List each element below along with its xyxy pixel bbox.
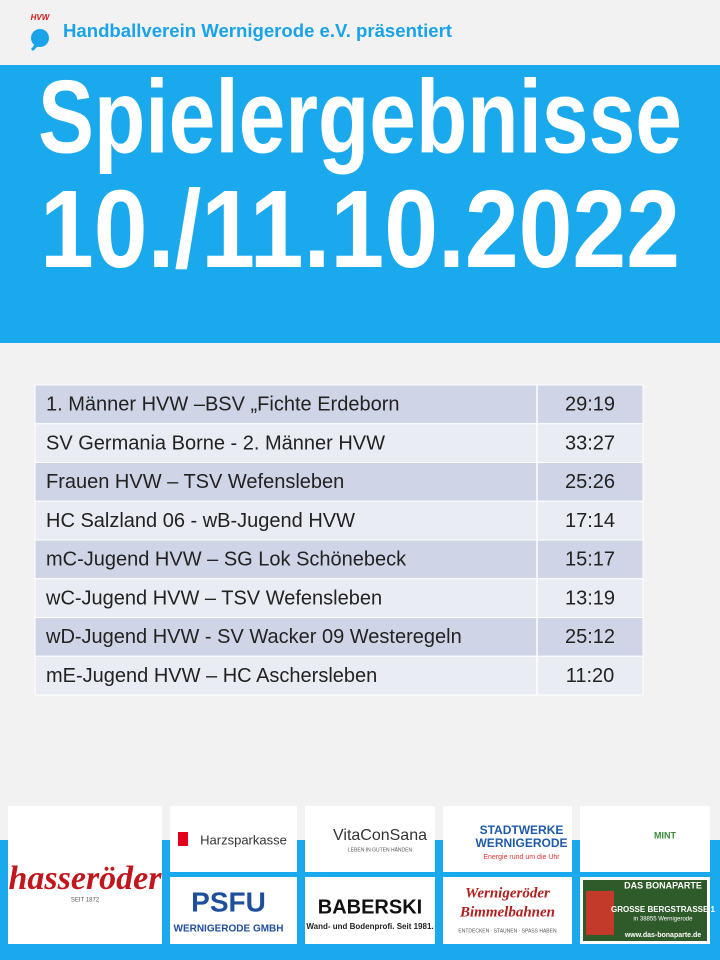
sponsor-text: STADTWERKE [480,823,564,837]
sponsor-text: WERNIGERODE [475,836,567,850]
sponsor-text: BABERSKI [318,896,422,918]
sponsor-text: GROSSE BERGSTRASSE 1 [611,905,716,914]
header-text: Handballverein Wernigerode e.V. präsenti… [63,21,452,41]
score: 25:26 [565,471,615,493]
score: 11:20 [566,665,615,687]
score: 25:12 [565,626,615,648]
sponsor-box [305,877,435,944]
date: 10./11.10.2022 [40,168,680,291]
match: Frauen HVW – TSV Wefensleben [46,471,344,493]
table-row [34,539,644,580]
sponsor-text: Wernigeröder [465,885,550,901]
match: HC Salzland 06 - wB-Jugend HVW [46,510,355,532]
table-row [34,655,644,696]
results-table: 1. Männer HVW –BSV „Fichte Erdeborn 29:19… [34,384,644,696]
sponsor-logo: Harzsparkasse [170,806,297,872]
club-logo [30,29,49,52]
sponsor-text: DAS BONAPARTE [624,880,702,890]
match: wD-Jugend HVW - SV Wacker 09 Westeregeln [45,626,462,648]
match: 1. Männer HVW –BSV „Fichte Erdeborn [46,394,399,416]
match: mC-Jugend HVW – SG Lok Schönebeck [46,549,407,571]
match: SV Germania Borne - 2. Männer HVW [46,432,385,454]
sponsor-text: SEIT 1872 [71,898,100,904]
sponsor-text: MINT [654,830,676,840]
sponsor-text: PSFU [191,886,266,917]
logo-figure [586,891,614,935]
sponsor-box [8,806,162,944]
sponsor-box [443,806,572,872]
sponsor-logo: MINT [580,806,710,872]
sponsor-text: Energie rund um die Uhr [483,854,560,861]
table-row [34,578,644,618]
sponsor-box [170,877,297,944]
sponsor-box [580,806,710,872]
sponsor-logo: DAS BONAPARTE GROSSE BERGSTRASSE 1 in 3885… [580,877,716,944]
score: 29:19 [565,394,615,416]
table-row [34,500,644,541]
sponsor-text: ENTDECKEN · STAUNEN · SPASS HABEN [458,928,557,934]
sponsor-box [443,877,572,944]
score: 15:17 [565,549,615,571]
sponsor-logo: BABERSKI Wand- und Bodenprofi. Seit 1981. [305,877,435,944]
sponsor-logo: Wernigeröder Bimmelbahnen ENTDECKEN · STAU… [443,877,572,944]
sponsor-text: Wand- und Bodenprofi. Seit 1981. [306,922,433,931]
sponsor-logo: VitaConSana LEBEN IN GUTEN HÄNDEN [305,806,435,872]
sponsor-text: www.das-bonaparte.de [624,932,701,939]
table-row [34,423,644,463]
sponsor-text: hasseröder [8,860,162,897]
logo-text: HVW [31,13,51,22]
sponsor-text: VitaConSana [333,827,427,844]
score: 13:19 [565,587,615,609]
sponsor-text: WERNIGERODE GMBH [174,924,284,935]
logo-icon [178,832,188,846]
score: 33:27 [565,432,615,454]
match: mE-Jugend HVW – HC Aschersleben [46,665,377,687]
sponsor-box [305,806,435,872]
match: wC-Jugend HVW – TSV Wefensleben [45,587,382,609]
sponsor-box [170,806,297,872]
sponsor-text: Harzsparkasse [200,832,287,847]
banner [0,65,720,343]
sponsor-text: LEBEN IN GUTEN HÄNDEN [348,846,413,853]
sponsor-text: in 38855 Wernigerode [634,917,694,923]
sponsor-text: Bimmelbahnen [459,904,555,920]
score: 17:14 [565,510,615,532]
sponsor-logo: PSFU WERNIGERODE GMBH [170,877,297,944]
title: Spielergebnisse [38,59,682,175]
